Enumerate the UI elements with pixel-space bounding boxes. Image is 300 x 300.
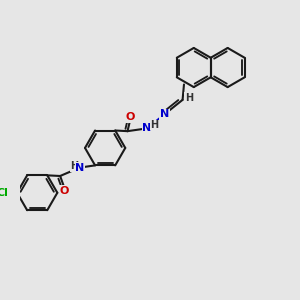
Text: O: O	[60, 185, 69, 196]
Text: H: H	[70, 161, 79, 171]
Text: Cl: Cl	[0, 188, 8, 198]
Text: N: N	[142, 123, 152, 134]
Text: N: N	[160, 110, 169, 119]
Text: H: H	[150, 120, 158, 130]
Text: N: N	[75, 163, 84, 172]
Text: H: H	[185, 93, 193, 103]
Text: O: O	[126, 112, 135, 122]
